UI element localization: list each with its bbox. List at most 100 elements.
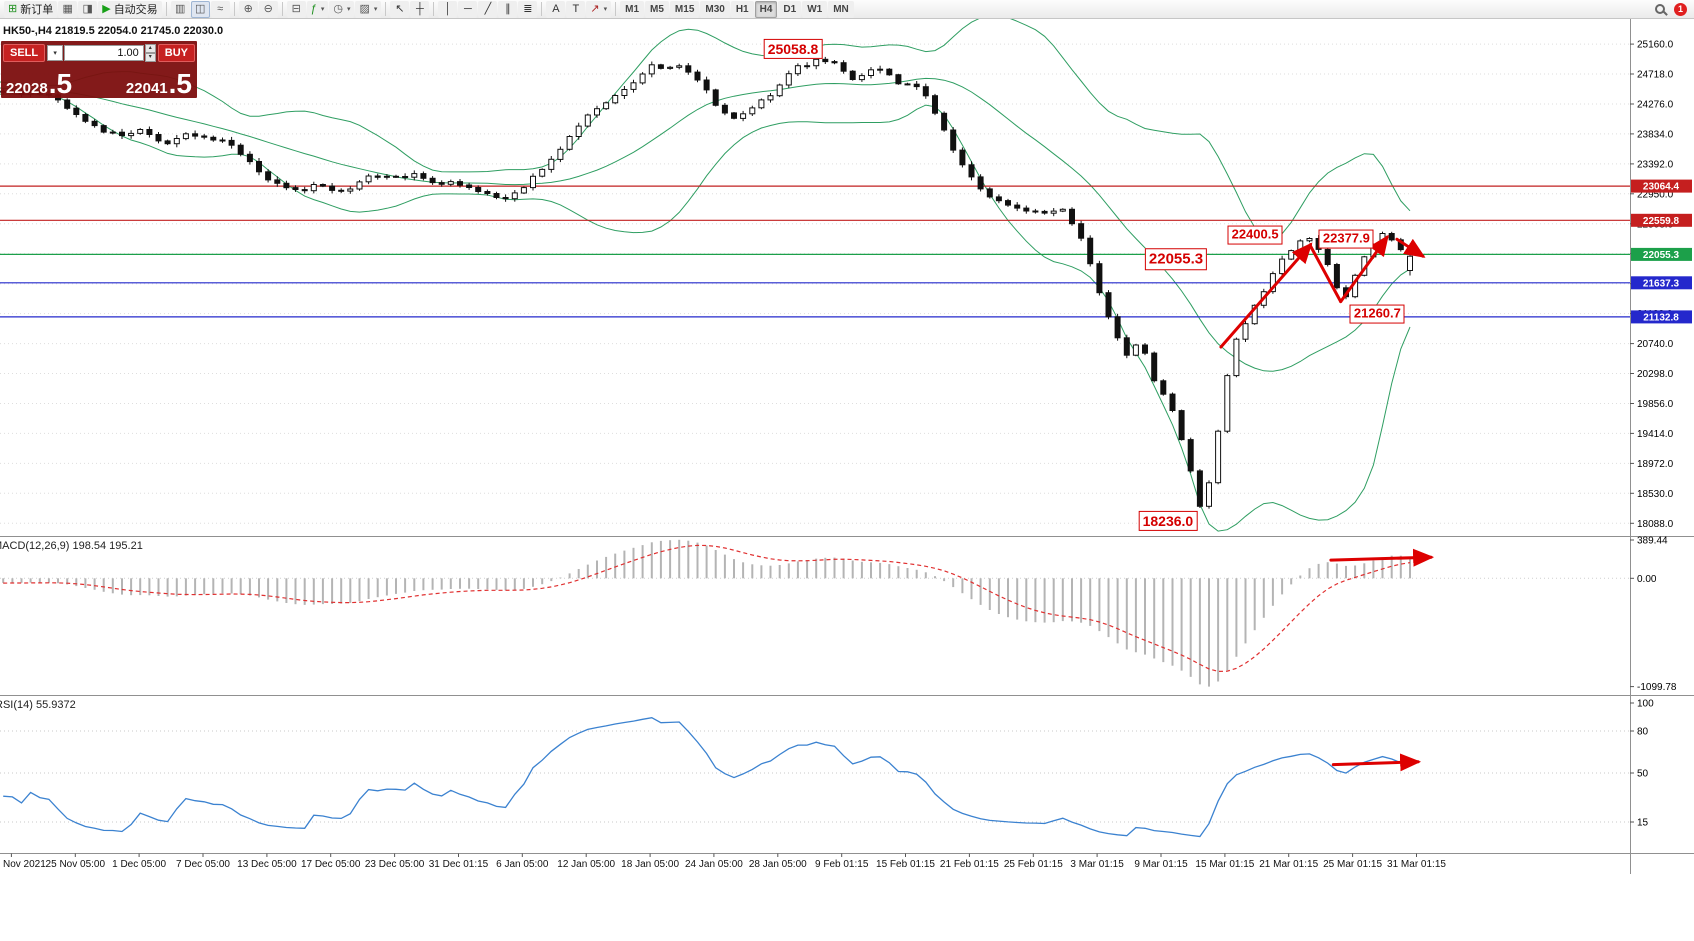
price-axis-label: 20740.0: [1637, 339, 1674, 350]
crosshair-button[interactable]: ┼: [410, 0, 430, 18]
indicators-button[interactable]: ƒ ▾: [306, 0, 329, 18]
zoom-in-button[interactable]: ⊕: [238, 0, 258, 18]
price-axis-label: 18972.0: [1637, 459, 1674, 470]
volume-up-arrow[interactable]: ▴: [144, 43, 156, 53]
timeframe-button-m15[interactable]: M15: [669, 0, 700, 18]
rsi-axis-label: 15: [1637, 818, 1649, 829]
price-axis-label: 22950.0: [1637, 189, 1674, 200]
zoom-out-icon: ⊖: [263, 2, 273, 15]
time-axis-label: 18 Jan 05:00: [621, 859, 679, 870]
cursor-icon: ↖: [395, 2, 405, 15]
toolbar-right-group: 1: [1655, 2, 1690, 16]
fibonacci-button[interactable]: ≣: [518, 0, 538, 18]
new-order-button-label: 新订单: [20, 4, 54, 16]
candlestick-chart-button[interactable]: ◫: [190, 0, 210, 18]
profiles-icon: ◨: [82, 2, 93, 15]
arrows-button[interactable]: ↗ ▾: [586, 0, 612, 18]
volume-value[interactable]: 1.00: [64, 44, 144, 61]
bar-chart-icon: ▥: [174, 2, 186, 15]
time-axis-label: 15 Feb 01:15: [876, 859, 935, 870]
text-button[interactable]: A: [546, 0, 566, 18]
trend-arrows[interactable]: [1219, 234, 1426, 349]
search-icon[interactable]: [1655, 4, 1665, 14]
zoom-out-button[interactable]: ⊖: [258, 0, 278, 18]
charts-grid-button[interactable]: ▦: [58, 0, 78, 18]
periods-button[interactable]: ◷ ▾: [329, 0, 355, 18]
price-axis-label: 18088.0: [1637, 519, 1674, 530]
trendline-button[interactable]: ╱: [478, 0, 498, 18]
time-axis[interactable]: Nov 2021 25 Nov 05:00 1 Dec 05:00 7 Dec 05:…: [3, 853, 1446, 871]
volume-dropdown-arrow[interactable]: ▾: [47, 44, 64, 61]
one-click-trading-panel: SELL ▾ 1.00 ▴ ▾ BUY 22028.5 22041.5: [1, 41, 197, 98]
time-axis-label: 17 Dec 05:00: [301, 859, 361, 870]
label-button[interactable]: T: [566, 0, 586, 18]
time-axis-label: 25 Mar 01:15: [1323, 859, 1382, 870]
templates-button[interactable]: ▨ ▾: [355, 0, 382, 18]
rsi-axis[interactable]: 100 80 50 15: [1630, 699, 1654, 829]
trade-panel-top-row: SELL ▾ 1.00 ▴ ▾ BUY: [3, 43, 195, 62]
fibonacci-icon: ≣: [523, 2, 533, 15]
profiles-button[interactable]: ◨: [78, 0, 98, 18]
autotrading-button[interactable]: ▶ 自动交易: [98, 0, 162, 18]
time-axis-label: 15 Mar 01:15: [1195, 859, 1254, 870]
timeframe-button-m30[interactable]: M30: [700, 0, 730, 18]
autotrading-button-label: 自动交易: [113, 4, 158, 16]
candlestick-chart-icon: ◫: [194, 2, 206, 15]
vertical-line-button[interactable]: │: [438, 0, 458, 18]
toolbar-separator: [385, 2, 387, 16]
notification-badge[interactable]: 1: [1674, 2, 1687, 16]
time-axis-label: 23 Dec 05:00: [365, 859, 425, 870]
price-axis-label: 23392.0: [1637, 159, 1674, 170]
rsi-axis-label: 50: [1637, 769, 1649, 780]
buy-button[interactable]: BUY: [157, 43, 195, 62]
macd-axis-label: 389.44: [1637, 536, 1668, 547]
toolbar-separator: [233, 2, 235, 16]
tile-windows-icon: ⊟: [291, 2, 301, 15]
macd-axis[interactable]: 389.44 0.00 -1099.78: [1630, 536, 1677, 694]
tile-windows-button[interactable]: ⊟: [286, 0, 306, 18]
price-tags: 23064.4 22559.8 22055.3 21637.3 21132.8: [1631, 179, 1692, 324]
rsi-label: RSI(14) 55.9372: [0, 699, 76, 711]
time-axis-label: 7 Dec 05:00: [176, 859, 230, 870]
volume-field: ▾ 1.00 ▴ ▾: [47, 43, 156, 62]
time-axis-label: 9 Feb 01:15: [815, 859, 869, 870]
horizontal-line-button[interactable]: ─: [458, 0, 478, 18]
text-icon: A: [552, 2, 560, 15]
timeframe-button-w1[interactable]: W1: [802, 0, 828, 18]
price-tag-label: 21637.3: [1643, 278, 1680, 289]
timeframe-button-h1[interactable]: H1: [730, 0, 754, 18]
bar-chart-button[interactable]: ▥: [170, 0, 190, 18]
price-axis-label: 20298.0: [1637, 369, 1674, 380]
new-order-button[interactable]: ⊞ 新订单: [4, 0, 58, 18]
indicators-icon: ƒ: [310, 2, 317, 15]
channel-button[interactable]: ∥: [498, 0, 518, 18]
cursor-button[interactable]: ↖: [390, 0, 410, 18]
horizontal-level-lines[interactable]: [0, 185, 1630, 318]
sell-price[interactable]: 22028.5: [6, 70, 72, 98]
line-chart-button[interactable]: ≈: [210, 0, 230, 18]
timeframe-button-d1[interactable]: D1: [778, 0, 802, 18]
line-chart-icon: ≈: [217, 2, 224, 15]
volume-spinner[interactable]: ▴ ▾: [144, 43, 156, 62]
timeframe-button-mn[interactable]: MN: [828, 0, 854, 18]
buy-price[interactable]: 22041.5: [126, 70, 192, 98]
price-tag-label: 22055.3: [1643, 250, 1680, 261]
macd-trend-arrow[interactable]: [1329, 548, 1435, 567]
rsi-line: [3, 717, 1411, 838]
timeframe-button-m1[interactable]: M1: [620, 0, 645, 18]
price-tag-label: 22559.8: [1643, 216, 1680, 227]
sell-button[interactable]: SELL: [3, 43, 46, 62]
toolbar-separator: [433, 2, 435, 16]
timeframe-button-h4[interactable]: H4: [754, 0, 778, 18]
volume-down-arrow[interactable]: ▾: [144, 52, 156, 62]
macd-axis-label: -1099.78: [1637, 682, 1677, 693]
timeframe-button-m5[interactable]: M5: [645, 0, 669, 18]
price-axis-label: 23834.0: [1637, 129, 1674, 140]
bollinger-bands: [0, 14, 1411, 532]
chevron-down-icon: ▾: [603, 6, 608, 13]
rsi-trend-arrow[interactable]: [1331, 753, 1422, 772]
toolbar-separator: [615, 2, 617, 16]
macd-histogram: [2, 539, 1411, 687]
time-axis-label: Nov 2021: [3, 859, 46, 870]
